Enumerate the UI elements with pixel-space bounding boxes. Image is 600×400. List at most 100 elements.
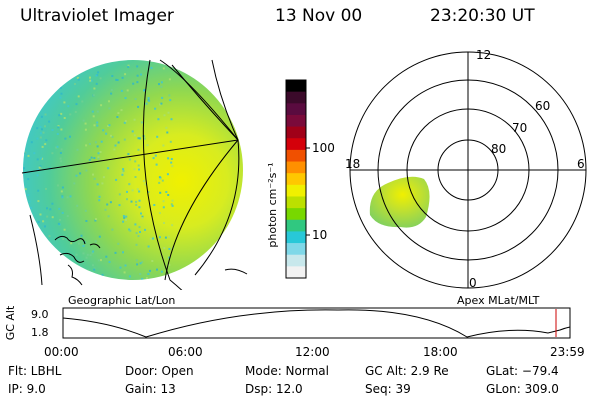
noise-dot [95,62,98,65]
noise-dot [152,157,155,160]
colorbar-tick-100: 100 [312,141,335,155]
time-tick-4: 23:59 [550,345,585,359]
noise-dot [138,226,141,229]
colorbar-band [286,254,306,267]
noise-dot [46,262,49,265]
noise-dot [156,268,158,271]
noise-dot [39,126,42,128]
noise-dot [145,277,148,280]
noise-dot [168,78,171,81]
noise-dot [117,112,120,115]
noise-dot [162,206,165,209]
time-tick-1: 06:00 [168,345,203,359]
noise-dot [170,161,173,164]
noise-dot [111,75,114,77]
noise-dot [82,119,85,122]
info-gc-altitude: GC Alt: 2.9 Re [365,364,449,378]
noise-dot [110,134,112,137]
noise-dot [105,255,108,258]
altitude-tick-9: 9.0 [31,308,49,321]
noise-dot [77,78,80,81]
noise-dot [46,250,48,253]
noise-dot [59,267,62,269]
noise-dot [122,170,125,172]
noise-dot [99,151,102,153]
noise-dot [102,176,105,179]
polar-plot [349,51,587,289]
info-sequence: Seq: 39 [365,382,411,396]
noise-dot [60,190,63,193]
noise-dot [42,131,45,134]
noise-dot [168,263,171,266]
noise-dot [135,259,138,262]
noise-dot [111,228,114,231]
colorbar-band [286,80,306,93]
noise-dot [167,194,170,196]
colorbar-band [286,103,306,116]
date-label: 13 Nov 00 [275,6,363,26]
noise-dot [67,105,70,108]
colorbar-band [286,138,306,151]
noise-dot [99,62,102,65]
noise-dot [164,236,167,239]
noise-dot [93,157,96,159]
noise-dot [162,144,165,147]
noise-dot [121,173,124,176]
noise-dot [43,239,45,242]
noise-dot [70,242,73,245]
noise-dot [42,99,45,102]
noise-dot [124,264,127,267]
noise-dot [137,105,140,108]
noise-dot [168,256,171,259]
noise-dot [139,273,142,275]
noise-dot [26,242,29,245]
colorbar-band [286,243,306,256]
instrument-title: Ultraviolet Imager [20,6,174,26]
noise-dot [146,144,149,147]
noise-dot [59,152,62,154]
noise-dot [172,63,175,66]
colorbar-band [286,149,306,163]
noise-dot [96,110,99,113]
noise-dot [39,136,42,139]
noise-dot [91,251,94,254]
noise-dot [171,165,174,168]
noise-dot [135,232,138,235]
noise-dot [24,188,27,191]
noise-dot [59,86,62,89]
noise-dot [95,74,98,77]
noise-dot [39,213,42,216]
noise-dot [162,67,165,70]
noise-dot [118,193,121,196]
noise-dot [34,263,37,266]
coastlines [54,235,248,286]
noise-dot [38,166,41,169]
noise-dot [77,242,80,245]
noise-dot [110,89,113,91]
noise-dot [56,86,58,89]
noise-dot [125,218,127,221]
info-gain: Gain: 13 [125,382,176,396]
noise-dot [117,242,120,245]
noise-dot [133,168,136,171]
noise-dot [45,99,48,102]
noise-dot [44,92,47,95]
noise-dot [125,215,128,218]
noise-dot [38,63,41,66]
noise-dot [138,190,141,193]
noise-dot [93,268,96,271]
noise-dot [35,64,38,67]
noise-dot [96,183,99,186]
colorbar-band [286,161,306,174]
noise-dot [37,221,40,223]
noise-dot [122,251,124,254]
noise-dot [41,85,44,88]
noise-dot [33,152,36,155]
noise-dot [57,184,59,187]
noise-dot [138,199,141,202]
noise-dot [154,154,157,157]
noise-dot [137,235,140,238]
colorbar-band [286,173,306,186]
noise-dot [72,66,75,69]
noise-dot [84,122,87,125]
